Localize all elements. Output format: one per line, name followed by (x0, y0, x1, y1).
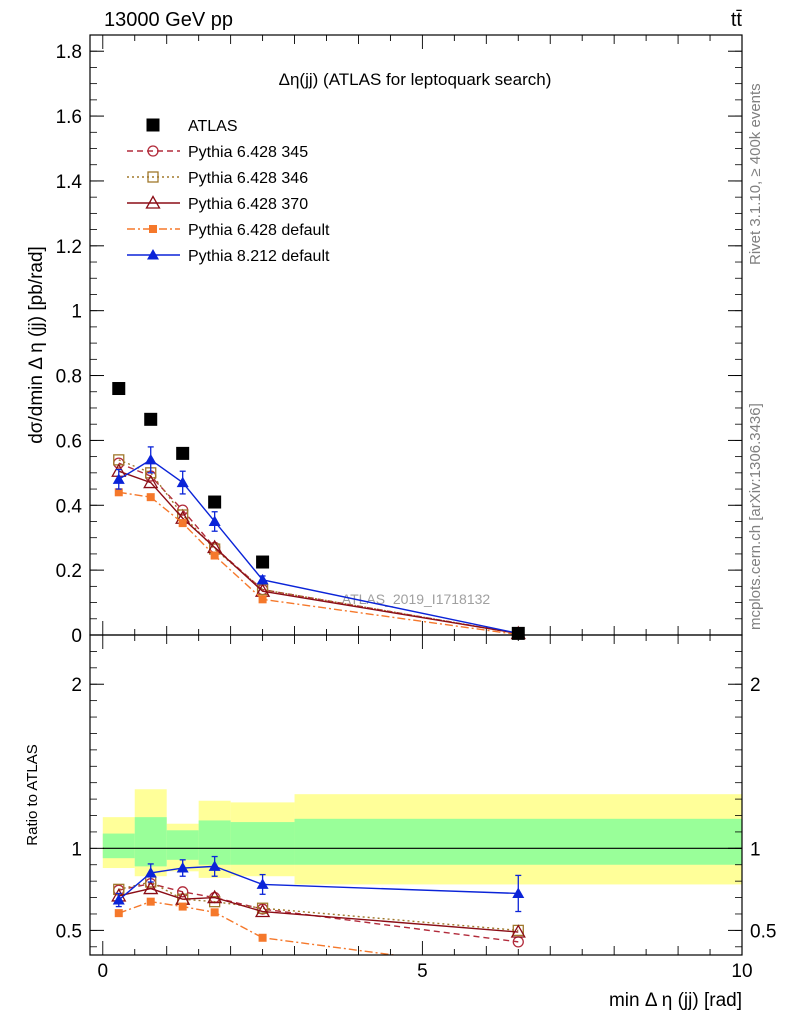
ratio-point (143, 880, 159, 895)
mcplots-label: mcplots.cern.ch [arXiv:1306.3436] (747, 403, 764, 630)
ratio-point (207, 889, 223, 904)
ratio-series-group (111, 855, 526, 955)
legend-label: Pythia 6.428 345 (188, 144, 308, 161)
ratio-point (512, 887, 525, 898)
ratio-y-tick-label: 2 (71, 675, 82, 696)
data-point (511, 626, 525, 640)
y-tick-label: 0.6 (56, 431, 82, 452)
series-line (118, 470, 519, 635)
ratio-point (258, 933, 267, 942)
y-tick-label: 1.2 (56, 237, 82, 258)
y-tick-label: 1.6 (56, 107, 82, 128)
data-point (210, 551, 219, 560)
uncertainty-band-green (166, 830, 199, 860)
ratio-point (510, 924, 526, 938)
watermark: ATLAS_2019_I1718132 (342, 591, 491, 607)
x-axis-label: min Δ η (jj) [rad] (609, 990, 742, 1011)
y-tick-label: 0.2 (56, 561, 82, 582)
y-tick-label: 1.8 (56, 42, 82, 63)
ratio-series-line (118, 887, 519, 933)
ratio-point (144, 866, 157, 878)
ratio-panel: 0.5 0.5 1 1 2 2 0 5 10 (56, 634, 776, 982)
x-tick-label: 0 (97, 961, 108, 982)
uncertainty-band-green (134, 817, 167, 867)
x-tick-label: 5 (417, 961, 428, 982)
y-tick-label: 1.4 (56, 172, 83, 193)
series-line (118, 459, 519, 635)
data-point (143, 474, 159, 489)
x-tick-label: 10 (731, 961, 752, 982)
uncertainty-band-green (294, 818, 742, 865)
data-point (208, 515, 221, 526)
legend-label: Pythia 6.428 default (188, 222, 330, 239)
series-line (118, 462, 519, 635)
ratio-y-tick-label-right: 0.5 (750, 921, 776, 942)
ratio-point (177, 886, 189, 898)
data-point (176, 476, 189, 488)
data-point (144, 412, 158, 426)
ratio-point (176, 862, 189, 873)
data-point (112, 382, 126, 396)
main-ylabel: dσ/dmin Δ η (jj) [pb/rad] (26, 246, 47, 444)
legend-label: Pythia 6.428 346 (188, 170, 308, 187)
legend-marker (147, 145, 159, 157)
uncertainty-band-green (230, 822, 295, 865)
y-tick-label: 1 (71, 302, 82, 323)
ratio-y-tick-label: 0.5 (56, 921, 82, 942)
legend-marker (147, 249, 159, 260)
y-tick-label: 0.4 (56, 496, 83, 517)
series-line (118, 491, 519, 636)
ratio-y-tick-label-right: 2 (750, 675, 761, 696)
uncertainty-band-green (102, 833, 135, 859)
legend-marker (145, 195, 161, 209)
data-point (176, 446, 190, 460)
data-point (144, 453, 157, 465)
legend-marker (147, 171, 159, 183)
main-title: Δη(jj) (ATLAS for leptoquark search) (279, 70, 552, 89)
data-point (256, 573, 269, 585)
legend-marker (146, 118, 160, 132)
process-label: tt̄ (731, 9, 743, 31)
data-point (112, 473, 125, 484)
ratio-point (256, 902, 269, 914)
ratio-point (114, 909, 123, 918)
ratio-point (146, 897, 155, 906)
ratio-series-line (118, 881, 519, 932)
ratio-frame (89, 634, 743, 956)
legend-label: ATLAS (188, 118, 238, 135)
ratio-point (178, 902, 187, 911)
ratio-ylabel: Ratio to ATLAS (24, 744, 41, 845)
y-tick-label: 0 (71, 626, 82, 647)
data-point (208, 495, 222, 509)
ratio-point (210, 908, 219, 917)
ratio-point (256, 878, 269, 889)
ratio-point (254, 903, 271, 918)
ratio-y-tick-label: 1 (71, 839, 82, 860)
data-point (178, 519, 187, 528)
ratio-point (208, 860, 221, 871)
legend-marker (149, 225, 157, 233)
ratio-series-line (118, 865, 519, 901)
ratio-point (112, 894, 125, 905)
legend: ATLAS Pythia 6.428 345 Pythia 6.428 346 Pyt… (127, 118, 330, 265)
data-point (256, 555, 270, 569)
legend-label: Pythia 8.212 default (188, 248, 330, 265)
data-point (258, 595, 267, 604)
ratio-y-tick-label-right: 1 (750, 839, 761, 860)
data-point (146, 493, 155, 502)
ratio-series-line (118, 900, 399, 955)
y-tick-label: 0.8 (56, 367, 82, 388)
rivet-label: Rivet 3.1.10, ≥ 400k events (747, 83, 764, 265)
energy-label: 13000 GeV pp (104, 9, 233, 31)
data-point (114, 488, 123, 497)
ratio-point (208, 896, 221, 908)
legend-label: Pythia 6.428 370 (188, 196, 308, 213)
